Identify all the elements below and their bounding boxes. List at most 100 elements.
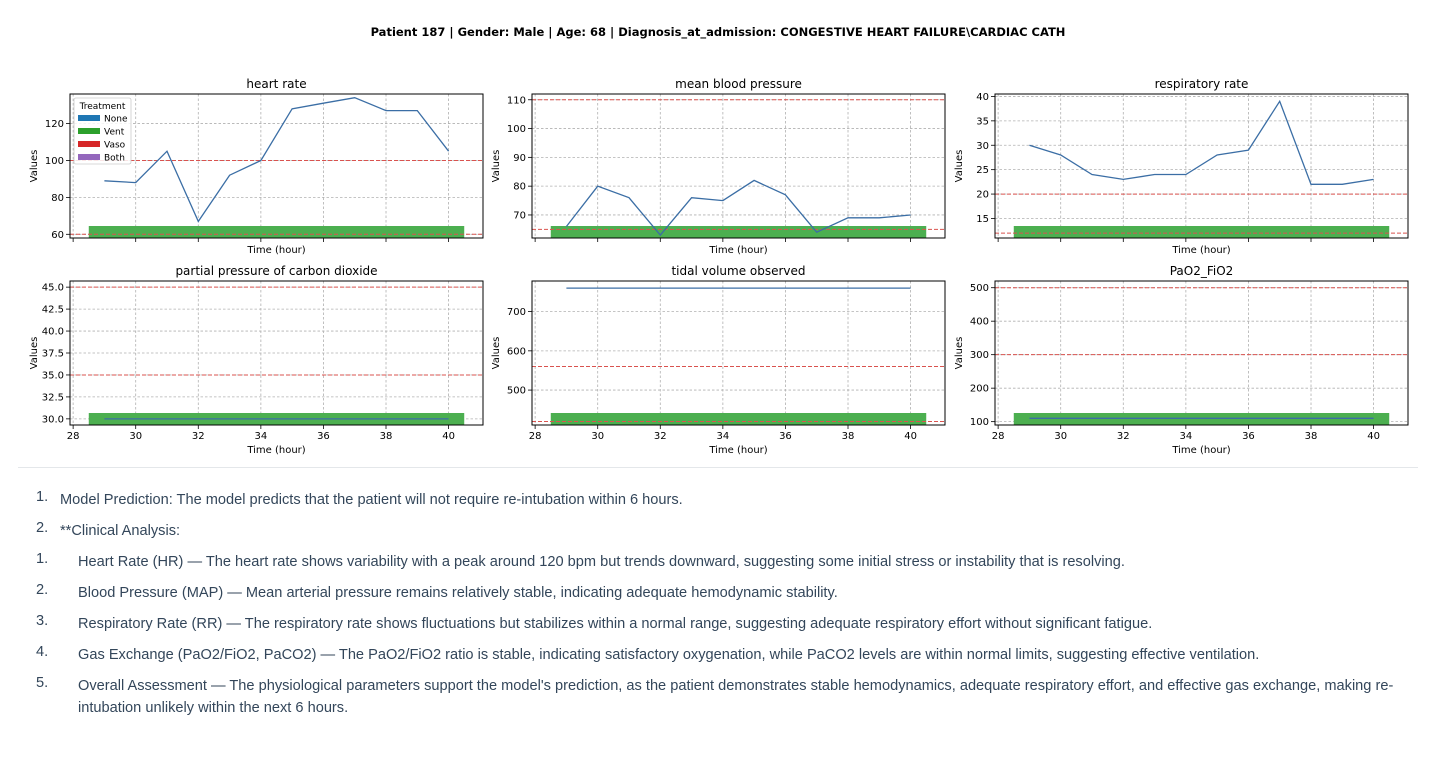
y-tick-label: 30 [976, 141, 989, 152]
x-axis-label: Time (hour) [1171, 445, 1230, 456]
y-tick-label: 700 [507, 307, 526, 318]
axes-frame [69, 93, 484, 239]
y-tick-label: 500 [970, 283, 989, 294]
subplot-title: mean blood pressure [675, 77, 802, 91]
subplot-title: tidal volume observed [671, 264, 805, 278]
x-tick-label: 38 [842, 431, 855, 442]
legend-swatch-both [78, 154, 100, 160]
x-axis-label: Time (hour) [1171, 245, 1230, 256]
report-item-text: **Clinical Analysis: [60, 523, 181, 539]
report-subitem-text: Heart Rate (HR) — The heart rate shows v… [78, 554, 1125, 570]
figure-suptitle: Patient 187 | Gender: Male | Age: 68 | D… [371, 25, 1066, 40]
y-tick-label: 35.0 [42, 370, 64, 381]
report-subitem-text: Respiratory Rate (RR) — The respiratory … [78, 616, 1153, 632]
y-tick-label: 40.0 [42, 327, 64, 338]
report-subitem-text: Gas Exchange (PaO2/FiO2, PaCO2) — The Pa… [78, 647, 1260, 663]
x-axis-label: Time (hour) [708, 245, 767, 256]
treatment-band-vent [550, 413, 927, 425]
x-tick-label: 36 [779, 431, 792, 442]
x-tick-label: 34 [716, 431, 729, 442]
y-tick-label: 60 [51, 230, 64, 241]
axes-frame [994, 93, 1409, 239]
subplot-title: partial pressure of carbon dioxide [175, 264, 377, 278]
series-line [1029, 99, 1374, 185]
subplot-title: respiratory rate [1155, 77, 1249, 91]
report-item-text: Model Prediction: The model predicts tha… [60, 492, 683, 508]
y-tick-label: 20 [976, 190, 989, 201]
x-tick-label: 38 [1305, 431, 1318, 442]
y-tick-label: 42.5 [42, 305, 64, 316]
legend-label-vaso: Vaso [104, 141, 126, 151]
x-tick-label: 36 [1242, 431, 1255, 442]
y-tick-label: 90 [513, 153, 526, 164]
y-tick-label: 35 [976, 116, 989, 127]
y-tick-label: 100 [507, 124, 526, 135]
y-axis-label: Values [954, 150, 965, 183]
section-divider [18, 467, 1418, 468]
axes-frame [994, 280, 1409, 426]
x-tick-label: 40 [442, 431, 455, 442]
y-axis-label: Values [491, 150, 502, 183]
legend-title: Treatment [79, 102, 126, 112]
figure-canvas: Patient 187 | Gender: Male | Age: 68 | D… [29, 25, 1409, 456]
subplot-title: heart rate [246, 77, 306, 91]
x-tick-label: 34 [1179, 431, 1192, 442]
y-tick-label: 15 [976, 214, 989, 225]
report-subitem-number: 1. [36, 551, 49, 567]
subplot-respiratory-rate: 15 20 25 30 35 40 respiratory rate Time (hour) V… [954, 77, 1409, 256]
report-item-number: 1. [36, 489, 49, 505]
x-tick-label: 38 [380, 431, 393, 442]
legend-box [73, 97, 132, 165]
legend-swatch-vent [78, 128, 100, 134]
report-subitem-number: 5. [36, 675, 49, 691]
x-tick-label: 32 [192, 431, 205, 442]
y-tick-label: 37.5 [42, 349, 64, 360]
y-tick-label: 100 [970, 417, 989, 428]
y-tick-label: 110 [507, 95, 526, 106]
legend-swatch-vaso [78, 141, 100, 147]
y-tick-label: 80 [513, 182, 526, 193]
y-tick-label: 30.0 [42, 414, 64, 425]
subplot-title: PaO2_FiO2 [1170, 264, 1234, 278]
y-tick-label: 32.5 [42, 392, 64, 403]
y-tick-label: 500 [507, 386, 526, 397]
legend-label-both: Both [104, 154, 125, 164]
series-line [104, 97, 450, 223]
y-tick-label: 45.0 [42, 283, 64, 294]
y-tick-label: 120 [45, 119, 64, 130]
x-tick-label: 28 [992, 431, 1005, 442]
report-item-number: 2. [36, 520, 49, 536]
report-subitem-number: 4. [36, 644, 49, 660]
subplot-heart-rate: 60 80 100 120 heart rate Time (hour) Values Tre… [29, 77, 484, 256]
legend-swatch-none [78, 115, 100, 121]
report-subitem-text: Overall Assessment — The physiological p… [78, 678, 1394, 716]
report-subitem-number: 3. [36, 613, 49, 629]
report-subitem-text: Blood Pressure (MAP) — Mean arterial pre… [78, 585, 838, 601]
x-tick-label: 40 [1367, 431, 1380, 442]
y-axis-label: Values [29, 150, 40, 183]
y-axis-label: Values [954, 337, 965, 370]
subplot-tidal-volume-observed: 500 600 700 28 30 32 34 36 38 40 tidal volume obse… [491, 264, 946, 456]
y-tick-label: 200 [970, 384, 989, 395]
treatment-band-vent [1013, 413, 1390, 425]
x-axis-label: Time (hour) [708, 445, 767, 456]
legend-label-vent: Vent [104, 128, 125, 138]
treatment-band-vent [550, 226, 927, 238]
y-tick-label: 70 [513, 210, 526, 221]
y-tick-label: 40 [976, 92, 989, 103]
subplot-mean-blood-pressure: 70 80 90 100 110 mean blood pressure Time (hou… [491, 77, 946, 256]
report-subitem-number: 2. [36, 582, 49, 598]
y-tick-label: 300 [970, 350, 989, 361]
y-tick-label: 25 [976, 165, 989, 176]
x-tick-label: 30 [591, 431, 604, 442]
y-tick-label: 400 [970, 317, 989, 328]
x-tick-label: 30 [1054, 431, 1067, 442]
subplot-pao2-fio2: 100 200 300 400 500 28 30 32 34 36 38 40 PaO2_FiO2 Ti… [954, 264, 1409, 456]
axes-frame [531, 93, 946, 239]
x-tick-label: 28 [67, 431, 80, 442]
x-axis-label: Time (hour) [246, 445, 305, 456]
treatment-legend: Treatment None Vent Vaso Both [73, 97, 132, 165]
axes-frame [531, 280, 946, 426]
x-tick-label: 40 [904, 431, 917, 442]
y-tick-label: 600 [507, 346, 526, 357]
